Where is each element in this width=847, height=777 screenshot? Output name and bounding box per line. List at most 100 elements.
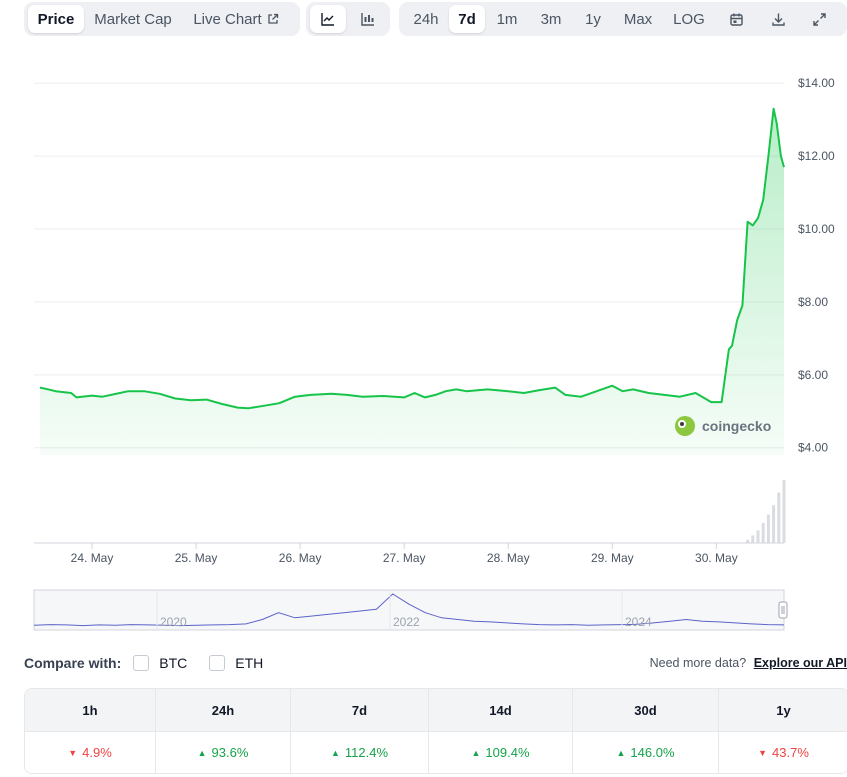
range-7d[interactable]: 7d [449,5,485,33]
explore-api-link[interactable]: Explore our API [753,656,847,670]
y-tick-label: $10.00 [798,222,835,236]
range-max[interactable]: Max [613,5,663,33]
btc-label: BTC [159,655,188,671]
navigator-tick-label: 2024 [625,615,652,629]
navigator-series-line [33,593,785,627]
navigator-handle[interactable] [778,601,788,619]
time-range-switch: 24h 7d 1m 3m 1y Max LOG [399,2,847,36]
candlestick-chart-icon [360,11,376,27]
y-tick-label: $14.00 [798,76,835,90]
caret-down-icon: ▼ [68,747,78,758]
chart-metric-tabs: Price Market Cap Live Chart [24,2,300,36]
price-change-percent: 43.7% [772,745,809,760]
x-tick-label: 29. May [591,551,634,565]
x-tick-label: 25. May [175,551,218,565]
fullscreen-icon [812,12,827,27]
price-change-value-24h: ▲ 93.6% [155,731,290,773]
chart-axes: $4.00 $6.00 $8.00 $10.00 $12.00 $14.00 24. May… [34,76,835,565]
coingecko-watermark: coingecko [675,416,771,436]
price-change-header-14d: 14d [428,689,572,731]
x-tick-label: 26. May [279,551,322,565]
range-1m-label: 1m [496,10,518,28]
price-series-line [39,107,785,410]
candlestick-chart-button[interactable] [350,5,386,33]
x-tick-label: 30. May [695,551,738,565]
price-change-value-14d: ▲ 109.4% [428,731,572,773]
log-scale-toggle[interactable]: LOG [663,5,715,33]
price-area-fill [40,108,784,455]
navigator-series [33,593,785,627]
price-change-header-7d: 7d [290,689,428,731]
range-max-label: Max [623,10,653,28]
calendar-icon [729,12,744,27]
compare-label: Compare with: [24,655,122,671]
price-change-percent: 4.9% [82,745,112,760]
calendar-button[interactable] [715,5,757,33]
tab-market-cap[interactable]: Market Cap [84,5,182,33]
price-change-header-24h: 24h [155,689,290,731]
chart-type-switch [306,2,390,36]
volume-bar [756,530,760,543]
fullscreen-button[interactable] [799,5,839,33]
tab-market-cap-label: Market Cap [94,10,172,28]
download-icon [771,12,786,27]
y-tick-label: $12.00 [798,149,835,163]
price-change-table: 1h 24h 7d 14d 30d 1y ▼ 4.9% ▲ 93.6% ▲ 112.4% ▲ 109.4… [24,688,847,774]
caret-up-icon: ▲ [616,747,626,758]
y-tick-label: $8.00 [798,295,828,309]
eth-label: ETH [235,655,264,671]
navigator-frame [33,589,785,631]
volume-bar [772,505,776,543]
range-navigator[interactable]: 2020 2022 2024 [0,588,847,636]
price-change-value-row: ▼ 4.9% ▲ 93.6% ▲ 112.4% ▲ 109.4% ▲ 146.0% ▼ 43.7% [25,731,847,773]
price-chart[interactable]: $4.00 $6.00 $8.00 $10.00 $12.00 $14.00 24. May… [0,60,847,580]
api-promo: Need more data? Explore our API [650,656,847,670]
range-3m[interactable]: 3m [529,5,573,33]
volume-bar [777,492,781,543]
api-promo-text: Need more data? [649,656,747,670]
range-1y-label: 1y [585,10,601,28]
range-1m[interactable]: 1m [485,5,529,33]
line-chart-button[interactable] [310,5,346,33]
volume-bar [746,539,750,543]
x-tick-label: 28. May [487,551,530,565]
range-24h-label: 24h [413,10,439,28]
price-change-value-1y: ▼ 43.7% [718,731,847,773]
compare-row: Compare with: BTC ETH Need more data? Ex… [24,652,847,674]
y-tick-label: $6.00 [798,368,828,382]
line-chart-icon [320,11,336,27]
range-3m-label: 3m [540,10,562,28]
range-7d-label: 7d [458,10,476,28]
price-change-header-30d: 30d [572,689,718,731]
navigator-tick-label: 2020 [160,615,187,629]
navigator-tick-label: 2022 [393,615,420,629]
price-change-header-row: 1h 24h 7d 14d 30d 1y [25,689,847,731]
caret-up-icon: ▲ [197,747,207,758]
range-24h[interactable]: 24h [403,5,449,33]
price-change-header-1y: 1y [718,689,847,731]
tab-price[interactable]: Price [28,5,84,33]
download-button[interactable] [757,5,799,33]
eth-checkbox[interactable] [209,655,226,671]
x-tick-label: 27. May [383,551,426,565]
volume-bar [761,522,765,543]
volume-bar [766,514,770,543]
price-change-percent: 109.4% [485,745,530,760]
external-link-icon [267,13,279,25]
btc-checkbox[interactable] [133,655,150,671]
tab-live-chart[interactable]: Live Chart [182,5,290,33]
tab-price-label: Price [37,10,75,28]
caret-up-icon: ▲ [330,747,340,758]
y-tick-label: $4.00 [798,441,828,455]
coingecko-logo-pupil [680,422,684,426]
range-1y[interactable]: 1y [573,5,613,33]
compare-btc-option[interactable]: BTC [133,655,187,671]
price-change-percent: 146.0% [630,745,675,760]
log-scale-label: LOG [673,10,705,28]
watermark-text: coingecko [702,418,771,434]
price-change-percent: 112.4% [344,745,389,760]
chart-toolbar: Price Market Cap Live Chart 24h 7d 1m 3m [0,0,847,40]
price-area [39,107,785,455]
caret-down-icon: ▼ [758,747,768,758]
compare-eth-option[interactable]: ETH [209,655,263,671]
